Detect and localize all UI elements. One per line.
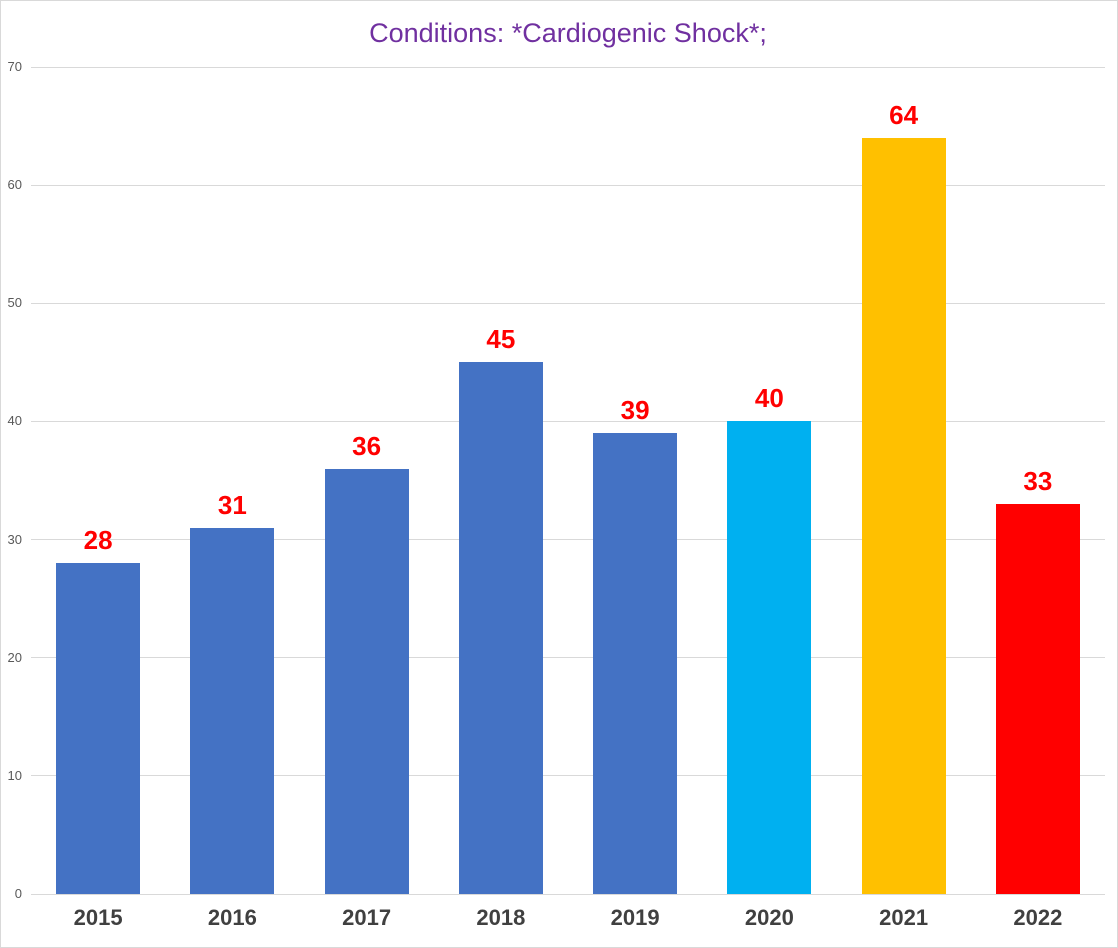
bar-2019 (593, 433, 678, 894)
bar-value-label: 31 (217, 489, 247, 520)
bar-value-label: 28 (83, 525, 113, 556)
x-axis-category-label: 2022 (1013, 905, 1063, 930)
bar-value-label: 33 (1023, 466, 1053, 497)
gridline (31, 539, 1105, 541)
bar-value-label: 64 (889, 99, 919, 130)
y-axis-tick-label: 50 (7, 295, 22, 311)
gridline (31, 66, 1105, 68)
bar-2020 (727, 421, 812, 894)
y-axis-tick-label: 10 (7, 767, 22, 783)
bar-2015 (56, 563, 141, 894)
bar-2021 (861, 137, 946, 894)
bar-value-label: 45 (486, 324, 516, 355)
y-axis-tick-label: 0 (14, 886, 22, 901)
bar-value-label: 40 (754, 383, 784, 414)
bar-2022 (995, 504, 1080, 894)
gridline (31, 302, 1105, 304)
y-axis-tick-label: 70 (7, 59, 22, 74)
y-axis-tick-label: 40 (7, 413, 22, 429)
gridline (31, 420, 1105, 422)
y-axis-tick-label: 20 (7, 649, 22, 665)
gridline (31, 657, 1105, 659)
bar-2017 (324, 468, 409, 894)
x-axis-category-label: 2021 (879, 905, 929, 930)
gridline (31, 893, 1105, 895)
x-axis-category-label: 2019 (610, 905, 660, 930)
bar-value-label: 39 (620, 395, 650, 426)
x-axis-category-label: 2017 (342, 905, 392, 930)
bar-value-label: 36 (352, 430, 382, 461)
x-axis-category-label: 2018 (476, 905, 526, 930)
chart-title: Conditions: *Cardiogenic Shock*; (369, 18, 767, 48)
gridline (31, 184, 1105, 186)
y-axis-tick-label: 60 (7, 177, 22, 193)
x-axis-category-label: 2015 (73, 905, 123, 930)
x-axis-category-label: 2016 (207, 905, 257, 930)
x-axis-category-label: 2020 (744, 905, 794, 930)
gridline (31, 775, 1105, 777)
bar-2018 (458, 362, 543, 894)
bar-2016 (190, 527, 275, 894)
y-axis-tick-label: 30 (7, 531, 22, 547)
